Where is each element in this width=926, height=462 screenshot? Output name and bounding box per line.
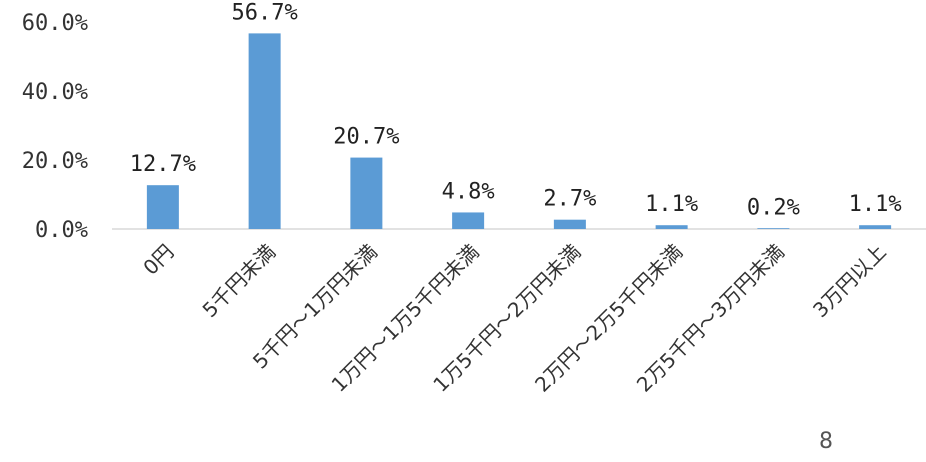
y-axis-ticks: 0.0% 20.0% 40.0% 60.0% <box>22 11 88 243</box>
bar <box>248 33 281 230</box>
bar <box>350 157 383 229</box>
y-tick-label: 40.0% <box>22 80 88 105</box>
bar <box>655 225 688 229</box>
category-label: 3万円以上 <box>808 240 891 323</box>
y-tick-label: 60.0% <box>22 11 88 36</box>
category-labels: 0円 5千円未満5千円～1万円未満1万円～1万5千円未満1万5千円～2万円未満2万… <box>138 240 890 397</box>
data-label: 2.7% <box>543 187 596 212</box>
y-tick-label: 20.0% <box>22 149 88 174</box>
bar <box>146 185 179 229</box>
bar <box>452 212 485 229</box>
bar <box>553 219 586 229</box>
bars <box>146 33 892 230</box>
data-label: 0.2% <box>747 195 800 220</box>
data-label: 12.7% <box>130 152 196 177</box>
y-tick-label: 0.0% <box>35 218 88 243</box>
data-label: 4.8% <box>442 179 495 204</box>
data-label: 1.1% <box>645 192 698 217</box>
page-number: 8 <box>819 429 833 454</box>
category-label: 0円 <box>138 240 178 280</box>
data-label: 20.7% <box>333 125 399 150</box>
bar <box>757 228 790 229</box>
bar <box>859 225 892 229</box>
data-labels: 12.7% 56.7% 20.7% 4.8% 2.7% 1.1% 0.2% 1.1% <box>130 0 902 220</box>
data-label: 56.7% <box>232 0 298 25</box>
category-label: 5千円未満 <box>198 240 281 323</box>
data-label: 1.1% <box>849 192 902 217</box>
